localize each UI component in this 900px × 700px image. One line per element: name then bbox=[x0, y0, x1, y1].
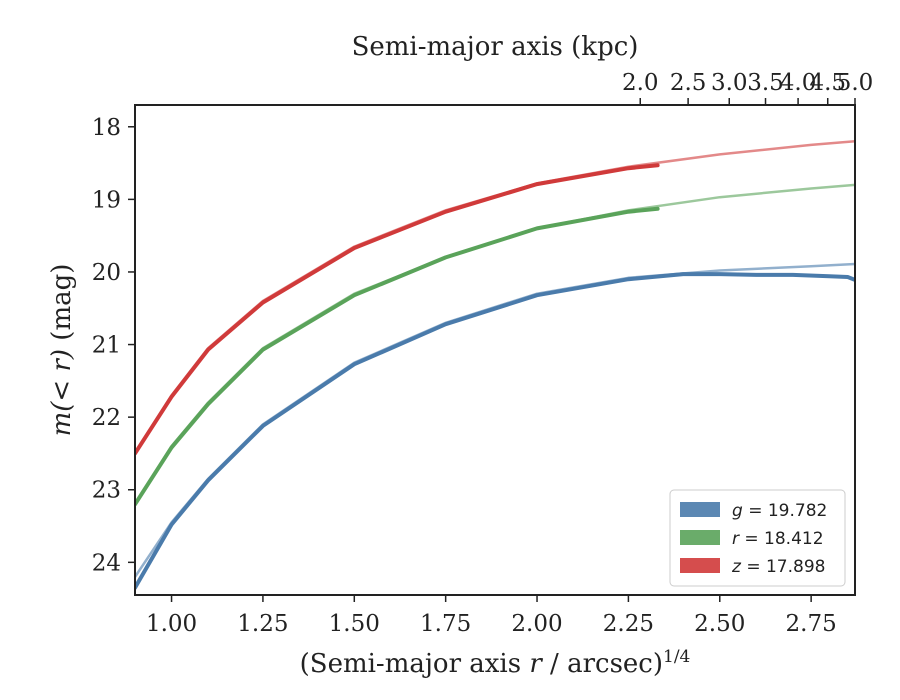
top-x-tick-label: 2.0 bbox=[622, 70, 659, 96]
x-axis-title: (Semi-major axis r / arcsec)1/4 bbox=[300, 647, 691, 679]
y-tick-label: 24 bbox=[92, 550, 121, 576]
x-tick-label: 1.50 bbox=[329, 611, 380, 637]
series-r-model-line bbox=[135, 183, 855, 505]
legend: g = 19.782 r = 18.412 z = 17.898 bbox=[669, 489, 846, 587]
y-axis-title: m(< r) (mag) bbox=[47, 264, 77, 437]
top-x-axis-title: Semi-major axis (kpc) bbox=[352, 32, 639, 62]
top-x-tick-label: 3.0 bbox=[711, 70, 748, 96]
top-x-tick-label: 3.5 bbox=[747, 70, 784, 96]
series-g-data-line bbox=[135, 272, 855, 590]
y-tick-label: 19 bbox=[92, 187, 121, 213]
legend-label-g: g = 19.782 bbox=[732, 501, 827, 521]
top-x-tick-label: 2.5 bbox=[670, 70, 707, 96]
x-tick-label: 2.25 bbox=[603, 611, 654, 637]
y-tick-label: 22 bbox=[92, 405, 121, 431]
legend-swatch-z bbox=[680, 558, 720, 573]
series-r-data-line bbox=[135, 206, 660, 507]
x-tick-label: 2.00 bbox=[511, 611, 562, 637]
top-x-tick-label: 5.0 bbox=[837, 70, 874, 96]
top-x-tick-label: 4.0 bbox=[780, 70, 817, 96]
plot-area bbox=[135, 140, 855, 590]
x-tick-label: 2.75 bbox=[786, 611, 837, 637]
y-tick-label: 23 bbox=[92, 478, 121, 504]
legend-label-r: r = 18.412 bbox=[732, 529, 824, 549]
x-tick-label: 1.00 bbox=[146, 611, 197, 637]
top-x-tick-label: 4.5 bbox=[809, 70, 846, 96]
legend-swatch-r bbox=[680, 530, 720, 545]
x-tick-label: 2.50 bbox=[694, 611, 745, 637]
y-tick-label: 21 bbox=[92, 333, 121, 359]
legend-swatch-g bbox=[680, 502, 720, 517]
y-tick-label: 20 bbox=[92, 260, 121, 286]
series-z-data-line bbox=[135, 163, 660, 456]
x-tick-label: 1.75 bbox=[420, 611, 471, 637]
legend-label-z: z = 17.898 bbox=[731, 557, 825, 577]
series-z-model-line bbox=[135, 140, 855, 455]
y-tick-label: 18 bbox=[92, 115, 121, 141]
axes-frame bbox=[134, 104, 856, 596]
x-tick-label: 1.25 bbox=[237, 611, 288, 637]
